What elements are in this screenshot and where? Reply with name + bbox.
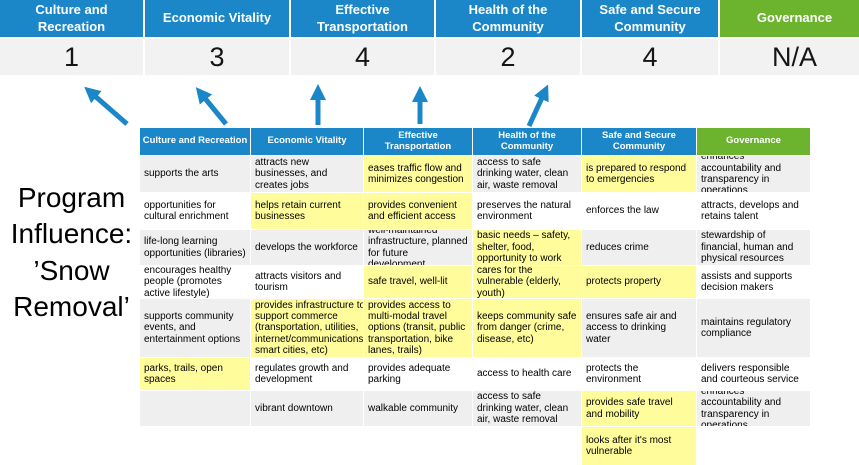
arrows-layer [84, 84, 549, 128]
matrix-cell: develops the workforce [251, 230, 363, 265]
summary-score-health-of-the-community: 2 [436, 39, 580, 75]
matrix-cell: supports the arts [140, 156, 250, 192]
matrix-cell [697, 427, 810, 465]
matrix-cell: maintains regulatory compliance [697, 299, 810, 357]
matrix-cell: enhances accountability and transparency… [697, 391, 810, 426]
matrix-header-health-of-the-community: Health of the Community [473, 128, 581, 155]
matrix-cell: regulates growth and development [251, 358, 363, 390]
matrix-cell: provides adequate parking [364, 358, 472, 390]
up-arrow-icon [84, 86, 129, 126]
summary-score-culture-and-recreation: 1 [0, 39, 143, 75]
matrix-cell [364, 427, 472, 465]
matrix-cell: assists and supports decision makers [697, 266, 810, 298]
up-arrow-icon [195, 87, 228, 126]
summary-score-governance: N/A [720, 39, 859, 75]
summary-score-economic-vitality: 3 [145, 39, 289, 75]
matrix-cell [140, 391, 250, 426]
matrix-cell: provides safe travel and mobility [582, 391, 696, 426]
matrix-cell: life-long learning opportunities (librar… [140, 230, 250, 265]
matrix-cell: enhances accountability and transparency… [697, 156, 810, 192]
matrix-cell: provides access to multi-modal travel op… [364, 299, 472, 357]
matrix-cell: access to safe drinking water, clean air… [473, 391, 581, 426]
matrix-header-effective-transportation: Effective Transportation [364, 128, 472, 155]
matrix-cell: parks, trails, open spaces [140, 358, 250, 390]
matrix-cell [140, 427, 250, 465]
matrix-cell: attracts, develops and retains talent [697, 193, 810, 229]
matrix-cell: keeps community safe from danger (crime,… [473, 299, 581, 357]
matrix-cell [473, 427, 581, 465]
matrix-cell: helps retain current businesses [251, 193, 363, 229]
matrix-cell: provides convenient and efficient access [364, 193, 472, 229]
summary-score-safe-and-secure-community: 4 [582, 39, 718, 75]
matrix-cell: preserves the natural environment [473, 193, 581, 229]
up-arrow-icon [526, 84, 549, 128]
matrix-cell: stewardship of financial, human and phys… [697, 230, 810, 265]
matrix-cell: walkable community [364, 391, 472, 426]
matrix-header-governance: Governance [697, 128, 810, 155]
matrix-cell: is prepared to respond to emergencies [582, 156, 696, 192]
summary-header-safe-and-secure-community: Safe and Secure Community [582, 0, 718, 37]
matrix-cell: eases traffic flow and minimizes congest… [364, 156, 472, 192]
matrix-header-culture-and-recreation: Culture and Recreation [140, 128, 250, 155]
summary-header-culture-and-recreation: Culture and Recreation [0, 0, 143, 37]
matrix-cell: opportunities for cultural enrichment [140, 193, 250, 229]
influence-matrix: Culture and Recreation Economic Vitality E… [140, 128, 810, 465]
matrix-cell: protects property [582, 266, 696, 298]
matrix-cell: encourages healthy people (promotes acti… [140, 266, 250, 298]
matrix-cell: attracts visitors and tourism [251, 266, 363, 298]
summary-score-effective-transportation: 4 [291, 39, 434, 75]
matrix-header-economic-vitality: Economic Vitality [251, 128, 363, 155]
matrix-cell: safe travel, well-lit [364, 266, 472, 298]
matrix-cell: well-maintained infrastructure, planned … [364, 230, 472, 265]
matrix-cell: enforces the law [582, 193, 696, 229]
summary-table: Culture and Recreation Economic Vitality E… [0, 0, 859, 75]
matrix-cell: ensures safe air and access to drinking … [582, 299, 696, 357]
summary-header-economic-vitality: Economic Vitality [145, 0, 289, 37]
matrix-cell: cares for the vulnerable (elderly, youth… [473, 266, 581, 298]
matrix-cell: supports community events, and entertain… [140, 299, 250, 357]
matrix-cell: protects the environment [582, 358, 696, 390]
matrix-cell: reduces crime [582, 230, 696, 265]
summary-header-effective-transportation: Effective Transportation [291, 0, 434, 37]
matrix-cell: basic needs – safety, shelter, food, opp… [473, 230, 581, 265]
matrix-header-safe-and-secure-community: Safe and Secure Community [582, 128, 696, 155]
matrix-cell: provides infrastructure to support comme… [251, 299, 363, 357]
matrix-cell: attracts new businesses, and creates job… [251, 156, 363, 192]
matrix-cell [251, 427, 363, 465]
summary-header-health-of-the-community: Health of the Community [436, 0, 580, 37]
summary-header-governance: Governance [720, 0, 859, 37]
matrix-cell: delivers responsible and courteous servi… [697, 358, 810, 390]
matrix-cell: vibrant downtown [251, 391, 363, 426]
matrix-cell: access to safe drinking water, clean air… [473, 156, 581, 192]
matrix-cell: access to health care [473, 358, 581, 390]
page-title: Program Influence: ’Snow Removal’ [10, 182, 133, 323]
matrix-cell: looks after it's most vulnerable [582, 427, 696, 465]
